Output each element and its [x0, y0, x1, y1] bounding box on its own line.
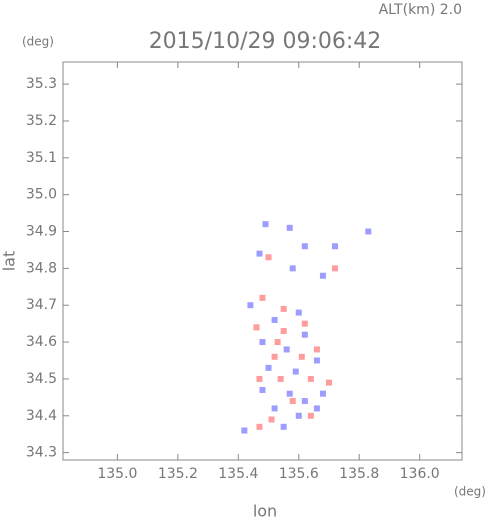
echo-cell	[259, 294, 266, 301]
echo-cell	[271, 405, 278, 412]
echo-cell	[289, 265, 296, 272]
echo-cell	[274, 339, 281, 346]
echo-cell	[307, 412, 314, 419]
echo-cell	[313, 346, 320, 353]
x-tick-label: 135.6	[279, 466, 319, 482]
y-tick-label: 35.1	[26, 150, 57, 166]
y-tick-label: 34.7	[26, 297, 57, 313]
echo-cell	[277, 375, 284, 382]
y-tick-label: 34.4	[26, 408, 57, 424]
echo-cell	[295, 412, 302, 419]
echo-cell	[256, 375, 263, 382]
echo-cell	[332, 265, 339, 272]
echo-cell	[280, 423, 287, 430]
y-axis-label: lat	[0, 251, 19, 272]
y-tick-label: 34.9	[26, 224, 57, 240]
echo-cell	[301, 398, 308, 405]
echo-cell	[280, 328, 287, 335]
echo-cell	[301, 331, 308, 338]
echo-cell	[319, 272, 326, 279]
echo-cell	[332, 243, 339, 250]
echo-cell	[256, 423, 263, 430]
altitude-label: ALT(km) 2.0	[379, 2, 462, 18]
echo-cell	[262, 221, 269, 228]
echo-cell	[256, 250, 263, 257]
y-tick-label: 35.0	[26, 187, 57, 203]
y-tick-label: 34.8	[26, 260, 57, 276]
x-tick-label: 135.8	[339, 466, 379, 482]
echo-cell	[292, 368, 299, 375]
echo-cell	[247, 302, 254, 309]
echo-cell	[301, 320, 308, 327]
plot-frame	[62, 61, 463, 461]
echo-cell	[295, 309, 302, 316]
echo-cell	[271, 353, 278, 360]
y-tick-label: 34.5	[26, 371, 57, 387]
y-tick-label: 35.3	[26, 76, 57, 92]
echo-cell	[313, 357, 320, 364]
echo-cell	[253, 324, 260, 331]
echo-cell	[313, 405, 320, 412]
x-tick-label: 135.2	[158, 466, 198, 482]
echo-cell	[259, 386, 266, 393]
echo-cell	[268, 416, 275, 423]
echo-cell	[265, 364, 272, 371]
x-axis-label: lon	[253, 502, 277, 521]
y-tick-label: 35.2	[26, 113, 57, 129]
x-tick-label: 136.0	[400, 466, 440, 482]
x-tick-label: 135.0	[97, 466, 137, 482]
echo-cell	[283, 346, 290, 353]
chart-title: 2015/10/29 09:06:42	[149, 29, 382, 54]
echo-cell	[326, 379, 332, 386]
echo-cell	[307, 375, 314, 382]
echo-cell	[286, 390, 293, 397]
echo-cell	[298, 353, 305, 360]
echo-cell	[271, 316, 278, 323]
echo-cell	[241, 427, 248, 434]
echo-cell	[365, 228, 372, 235]
echo-cell	[301, 243, 308, 250]
echo-cell	[259, 339, 266, 346]
echo-cell	[289, 398, 296, 405]
y-tick-label: 34.6	[26, 334, 57, 350]
echo-cell	[286, 224, 293, 231]
echo-cell	[319, 390, 326, 397]
echo-cell	[265, 254, 272, 261]
y-unit: (deg)	[22, 35, 54, 49]
echo-cell	[280, 305, 287, 312]
x-unit: (deg)	[454, 485, 486, 499]
x-tick-label: 135.4	[218, 466, 258, 482]
y-tick-label: 34.3	[26, 445, 57, 461]
